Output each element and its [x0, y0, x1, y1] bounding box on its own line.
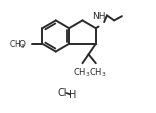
Text: Cl: Cl	[57, 87, 67, 97]
Text: O: O	[19, 40, 26, 49]
Text: H: H	[69, 90, 77, 99]
Text: NH: NH	[92, 12, 105, 21]
Text: CH$_3$: CH$_3$	[9, 38, 25, 51]
Text: CH$_3$: CH$_3$	[89, 66, 107, 78]
Text: CH$_3$: CH$_3$	[73, 66, 90, 78]
